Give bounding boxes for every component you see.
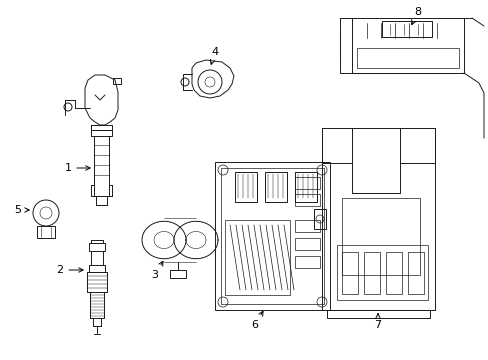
- Bar: [385, 252, 401, 294]
- Bar: [264, 172, 286, 202]
- Bar: [37, 226, 55, 238]
- Text: 1: 1: [64, 163, 90, 173]
- Text: 5: 5: [15, 205, 29, 215]
- Bar: [341, 252, 357, 294]
- Text: 2: 2: [56, 265, 83, 275]
- Bar: [235, 172, 257, 202]
- Text: 6: 6: [251, 311, 263, 330]
- Bar: [363, 252, 379, 294]
- Bar: [351, 18, 463, 73]
- Bar: [356, 48, 458, 68]
- Bar: [313, 209, 325, 229]
- Bar: [294, 256, 319, 268]
- Bar: [407, 252, 423, 294]
- Bar: [336, 245, 427, 300]
- Text: 8: 8: [411, 7, 421, 24]
- Bar: [341, 198, 419, 275]
- Bar: [91, 130, 112, 136]
- Bar: [113, 78, 121, 84]
- Bar: [224, 220, 289, 295]
- Bar: [89, 243, 105, 251]
- Bar: [294, 238, 319, 250]
- Bar: [221, 168, 324, 304]
- Text: 3: 3: [151, 261, 163, 280]
- Bar: [294, 194, 319, 206]
- Text: 7: 7: [374, 314, 381, 330]
- Bar: [381, 21, 431, 37]
- Bar: [321, 128, 434, 310]
- Bar: [326, 310, 429, 318]
- Bar: [294, 177, 319, 189]
- Bar: [294, 172, 316, 202]
- Bar: [170, 270, 185, 278]
- Bar: [294, 220, 319, 232]
- Text: 4: 4: [210, 47, 218, 64]
- Bar: [215, 162, 329, 310]
